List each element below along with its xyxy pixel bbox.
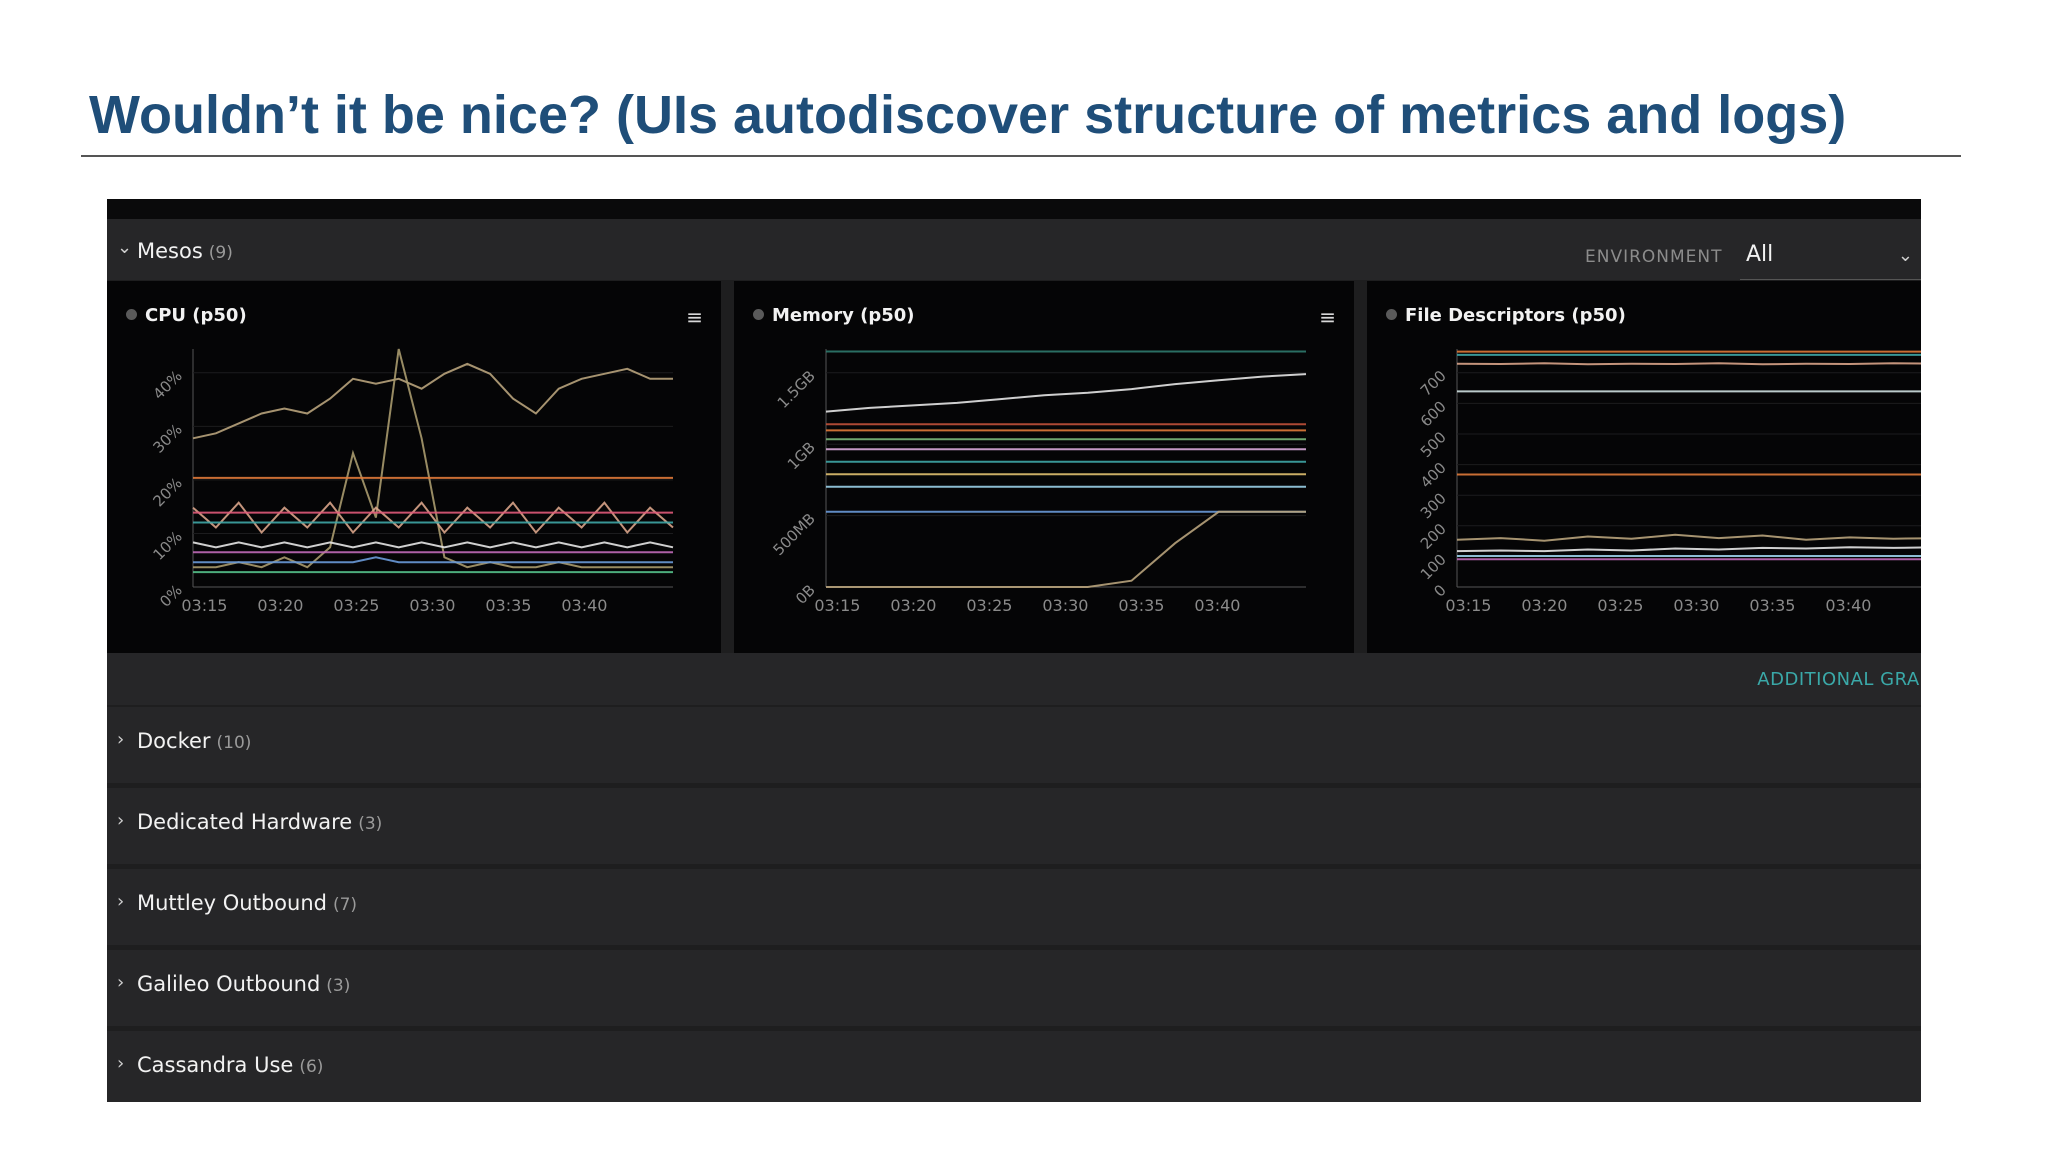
x-tick-label: 03:15 xyxy=(814,596,860,615)
series-line xyxy=(192,362,673,440)
group-title: Muttley Outbound (7) xyxy=(137,891,357,915)
group-count: (3) xyxy=(358,814,383,834)
status-dot-icon xyxy=(126,309,137,320)
x-tick-label: 03:30 xyxy=(1042,596,1088,615)
x-tick-label: 03:20 xyxy=(890,596,936,615)
additional-graphs-bar: ADDITIONAL GRAPHS xyxy=(107,653,1921,705)
y-tick-label: 500MB xyxy=(769,510,818,559)
group-row-galileo-outbound[interactable]: › Galileo Outbound (3) xyxy=(107,950,1921,1026)
status-dot-icon xyxy=(1386,309,1397,320)
hamburger-menu-icon[interactable]: ≡ xyxy=(686,305,703,329)
group-title: Dedicated Hardware (3) xyxy=(137,810,382,834)
group-name: Galileo Outbound xyxy=(137,972,321,996)
x-tick-label: 03:25 xyxy=(333,596,379,615)
series-line xyxy=(192,541,674,549)
group-row-cassandra-use[interactable]: › Cassandra Use (6) xyxy=(107,1031,1921,1102)
series-line xyxy=(1456,533,1921,542)
series-line xyxy=(193,556,673,564)
y-tick-label: 600 xyxy=(1417,398,1450,431)
chevron-right-icon: › xyxy=(117,810,125,831)
chevron-right-icon: › xyxy=(117,729,125,750)
y-tick-label: 10% xyxy=(150,528,186,564)
status-dot-icon xyxy=(753,309,764,320)
title-divider xyxy=(81,155,1961,157)
section-title[interactable]: Mesos (9) xyxy=(137,239,233,263)
series-line xyxy=(192,501,674,535)
group-name: Muttley Outbound xyxy=(137,891,327,915)
y-tick-label: 700 xyxy=(1417,367,1450,400)
x-tick-label: 03:20 xyxy=(257,596,303,615)
dashboard-app: ⌄ Mesos (9) ENVIRONMENT All ⌄ CPU (p50) ≡… xyxy=(107,199,1921,1102)
y-tick-label: 30% xyxy=(150,420,186,456)
hamburger-menu-icon[interactable]: ≡ xyxy=(1319,305,1336,329)
x-tick-label: 03:40 xyxy=(561,596,607,615)
group-name: Dedicated Hardware xyxy=(137,810,353,834)
section-count: (9) xyxy=(208,243,233,263)
y-tick-label: 20% xyxy=(150,474,186,510)
group-title: Docker (10) xyxy=(137,729,251,753)
y-tick-label: 400 xyxy=(1417,459,1450,492)
panel-title: File Descriptors (p50) xyxy=(1405,305,1626,326)
x-tick-label: 03:15 xyxy=(181,596,227,615)
environment-select[interactable]: All ⌄ xyxy=(1740,239,1921,280)
panel-cpu: CPU (p50) ≡ 0% 10% 20% 30% 40% 03:15 03:20 03:2… xyxy=(107,281,721,653)
series-line xyxy=(825,373,1307,413)
group-count: (7) xyxy=(332,895,358,915)
panel-title: Memory (p50) xyxy=(772,305,915,326)
x-tick-label: 03:35 xyxy=(1749,596,1795,615)
y-tick-label: 40% xyxy=(150,367,186,403)
group-name: Docker xyxy=(137,729,211,753)
x-tick-label: 03:35 xyxy=(1118,596,1164,615)
environment-value: All xyxy=(1746,242,1774,267)
x-tick-label: 03:40 xyxy=(1825,596,1871,615)
x-tick-label: 03:35 xyxy=(485,596,531,615)
group-row-muttley-outbound[interactable]: › Muttley Outbound (7) xyxy=(107,869,1921,945)
y-tick-label: 300 xyxy=(1417,489,1450,522)
group-name: Cassandra Use xyxy=(137,1053,294,1077)
chevron-right-icon: › xyxy=(117,1053,125,1074)
group-title: Cassandra Use (6) xyxy=(137,1053,323,1077)
panel-file-descriptors: File Descriptors (p50) 0 100 200 300 400 500 6… xyxy=(1367,281,1921,653)
chevron-right-icon: › xyxy=(117,891,125,912)
y-tick-label: 1.5GB xyxy=(774,367,819,412)
group-row-docker[interactable]: › Docker (10) xyxy=(107,707,1921,783)
group-count: (3) xyxy=(326,976,351,996)
chevron-down-icon: ⌄ xyxy=(1897,245,1913,266)
group-count: (6) xyxy=(299,1057,324,1077)
section-header-mesos[interactable]: ⌄ Mesos (9) ENVIRONMENT All ⌄ xyxy=(107,219,1921,280)
y-tick-label: 500 xyxy=(1417,428,1450,461)
y-tick-label: 200 xyxy=(1417,520,1450,553)
group-count: (10) xyxy=(216,733,252,753)
x-tick-label: 03:20 xyxy=(1521,596,1567,615)
slide-title: Wouldn’t it be nice? (UIs autodiscover s… xyxy=(89,85,1847,145)
y-tick-label: 1GB xyxy=(784,438,819,473)
panel-title: CPU (p50) xyxy=(145,305,247,326)
y-tick-label: 100 xyxy=(1417,551,1450,584)
group-title: Galileo Outbound (3) xyxy=(137,972,350,996)
additional-graphs-link[interactable]: ADDITIONAL GRAPHS xyxy=(1757,669,1921,690)
series-line xyxy=(826,510,1306,588)
x-tick-label: 03:30 xyxy=(1673,596,1719,615)
x-tick-label: 03:25 xyxy=(1597,596,1643,615)
x-tick-label: 03:40 xyxy=(1194,596,1240,615)
x-tick-label: 03:30 xyxy=(409,596,455,615)
section-name: Mesos xyxy=(137,239,203,263)
chart-cpu: 0%10%20%30%40%03:15 03:20 03:25 03:30 03:35 0… xyxy=(150,348,674,615)
series-line xyxy=(1456,546,1921,553)
panel-memory: Memory (p50) ≡ 0B 500MB 1GB 1.5GB 03:15 03:20… xyxy=(734,281,1354,653)
environment-label: ENVIRONMENT xyxy=(1585,247,1723,267)
chevron-right-icon: › xyxy=(117,972,125,993)
series-line xyxy=(1456,362,1921,366)
chevron-down-icon[interactable]: ⌄ xyxy=(117,237,133,258)
app-top-bar xyxy=(107,199,1921,219)
group-row-dedicated-hardware[interactable]: › Dedicated Hardware (3) xyxy=(107,788,1921,864)
x-tick-label: 03:15 xyxy=(1445,596,1491,615)
x-tick-label: 03:25 xyxy=(966,596,1012,615)
